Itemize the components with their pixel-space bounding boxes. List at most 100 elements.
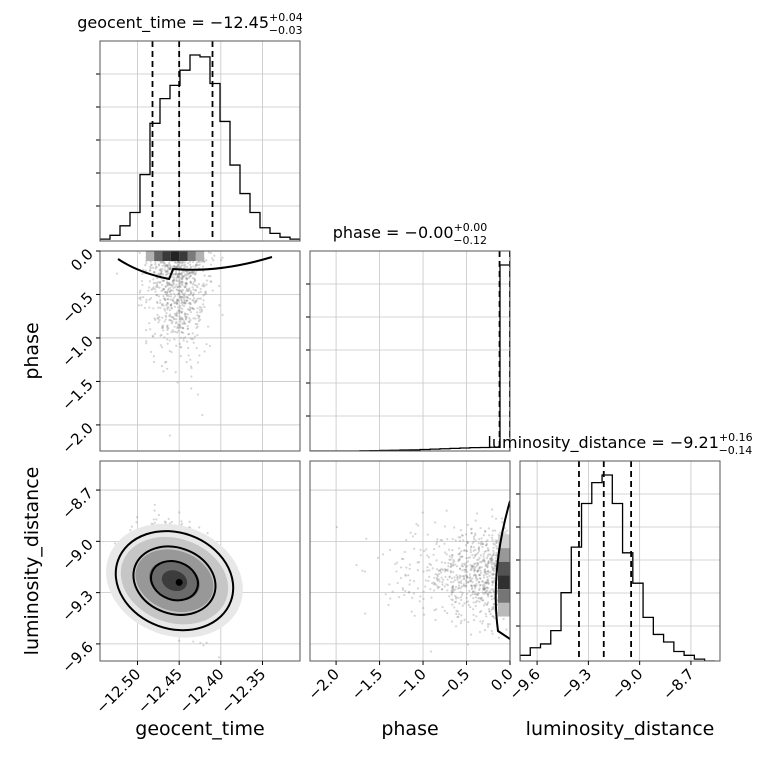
sample-point (173, 278, 176, 281)
sample-point (444, 575, 447, 578)
sample-point (164, 264, 168, 267)
sample-point (475, 582, 478, 586)
x-axis-label-geocent_time: geocent_time (135, 718, 264, 740)
sample-point (409, 579, 412, 582)
sample-point (160, 333, 163, 336)
sample-point (194, 265, 197, 268)
sample-point (462, 575, 465, 578)
sample-point (149, 328, 152, 331)
sample-point (181, 292, 185, 296)
sample-point (422, 570, 425, 573)
sample-point (145, 262, 148, 265)
sample-point (486, 580, 490, 583)
sample-point (166, 367, 169, 370)
sample-point (165, 264, 168, 267)
sample-point (176, 298, 179, 301)
sample-point (164, 314, 167, 317)
sample-point (469, 605, 472, 609)
sample-point (490, 536, 493, 539)
sample-point (187, 273, 190, 276)
sample-point (168, 290, 172, 293)
sample-point (178, 275, 181, 278)
sample-point (451, 590, 454, 593)
sample-point (436, 538, 439, 541)
sample-point (202, 644, 205, 647)
sample-point (180, 311, 183, 314)
sample-point (220, 258, 223, 262)
sample-point (438, 572, 441, 576)
sample-point (181, 274, 184, 278)
sample-point (492, 553, 495, 557)
sample-point (455, 596, 458, 599)
sample-point (154, 285, 158, 288)
sample-point (159, 260, 163, 263)
sample-point (183, 312, 187, 315)
sample-point (486, 555, 489, 558)
sample-point (460, 564, 463, 568)
sample-point (179, 261, 182, 264)
sample-point (499, 531, 502, 534)
sample-point (195, 346, 198, 350)
sample-point (198, 305, 202, 309)
sample-point (205, 259, 208, 262)
sample-point (493, 567, 497, 570)
sample-point (175, 317, 178, 321)
sample-point (501, 521, 504, 524)
sample-point (171, 299, 174, 302)
sample-point (173, 292, 176, 295)
sample-point (176, 293, 179, 296)
sample-point (173, 312, 177, 315)
sample-point (166, 282, 169, 285)
y-tick-label: −8.7 (58, 484, 96, 522)
sample-point (483, 568, 487, 571)
sample-point (189, 297, 192, 301)
sample-point (156, 283, 159, 286)
sample-point (172, 276, 176, 279)
sample-point (179, 316, 182, 319)
sample-point (175, 313, 178, 316)
sample-point (475, 584, 478, 588)
sample-point (167, 282, 171, 285)
sample-point (492, 606, 495, 609)
sample-point (156, 281, 159, 284)
sample-point (201, 413, 204, 417)
sample-point (459, 536, 462, 539)
sample-point (460, 579, 463, 582)
sample-point (464, 568, 467, 571)
sample-point (456, 578, 459, 581)
sample-point (466, 575, 469, 579)
sample-point (187, 290, 190, 293)
sample-point (475, 564, 478, 567)
sample-point (469, 576, 472, 579)
sample-point (153, 332, 157, 335)
sample-point (172, 284, 175, 287)
sample-point (440, 571, 443, 574)
sample-point (381, 553, 385, 556)
sample-point (443, 609, 446, 612)
sample-point (165, 325, 169, 328)
y-tick-label: −2.0 (58, 419, 96, 457)
sample-point (168, 268, 171, 271)
sample-point (173, 305, 177, 308)
sample-point (476, 569, 480, 572)
sample-point (482, 576, 486, 579)
sample-point (464, 563, 467, 567)
sample-point (140, 304, 143, 307)
sample-point (450, 598, 453, 601)
sample-point (190, 387, 193, 390)
sample-point (184, 277, 188, 280)
sample-point (500, 517, 504, 520)
sample-point (198, 354, 201, 357)
sample-point (161, 326, 165, 329)
sample-point (160, 326, 164, 329)
sample-point (185, 299, 188, 302)
sample-point (433, 609, 436, 612)
sample-point (197, 264, 200, 267)
sample-point (203, 350, 206, 353)
sample-point (168, 309, 171, 312)
sample-point (163, 309, 167, 312)
sample-point (180, 264, 183, 267)
sample-point (157, 316, 160, 320)
sample-point (159, 344, 162, 347)
density-cell (195, 251, 205, 261)
